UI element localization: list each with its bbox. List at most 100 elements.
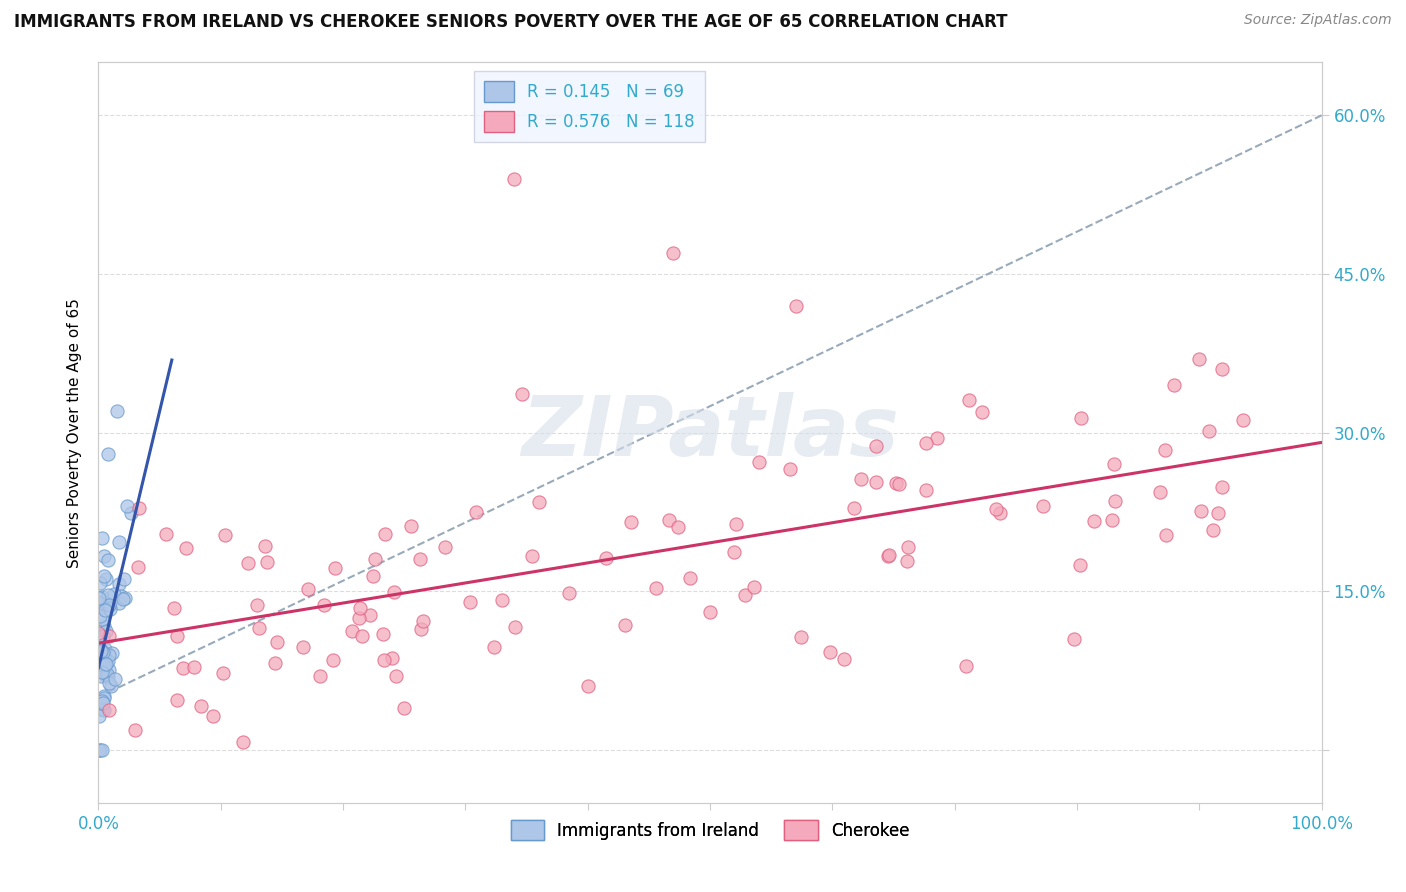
Point <box>371 627 394 641</box>
Point <box>87 639 110 653</box>
Point <box>91 645 114 659</box>
Point <box>373 653 395 667</box>
Point <box>89 743 111 757</box>
Point <box>482 640 505 654</box>
Point <box>361 569 384 583</box>
Point <box>1154 528 1177 542</box>
Point <box>97 629 120 643</box>
Point <box>166 692 188 706</box>
Point <box>832 652 855 666</box>
Point <box>1211 362 1233 376</box>
Y-axis label: Seniors Poverty Over the Age of 65: Seniors Poverty Over the Age of 65 <box>67 298 83 567</box>
Point <box>110 589 132 603</box>
Point <box>90 743 112 757</box>
Point <box>322 653 344 667</box>
Point <box>1083 514 1105 528</box>
Point <box>1211 480 1233 494</box>
Point <box>877 549 900 563</box>
Point <box>1202 523 1225 537</box>
Point <box>98 598 121 612</box>
Point <box>97 654 120 668</box>
Point <box>96 667 118 681</box>
Point <box>614 618 637 632</box>
Point <box>349 601 371 615</box>
Point <box>314 598 336 612</box>
Point <box>323 561 346 575</box>
Point <box>955 658 977 673</box>
Point <box>112 572 135 586</box>
Point <box>93 569 115 583</box>
Point <box>359 608 381 623</box>
Point <box>297 582 319 596</box>
Point <box>93 689 115 703</box>
Point <box>1063 632 1085 646</box>
Point <box>988 507 1011 521</box>
Point <box>124 723 146 737</box>
Point <box>90 702 112 716</box>
Point <box>503 171 526 186</box>
Point <box>98 703 121 717</box>
Point <box>1163 377 1185 392</box>
Point <box>724 516 747 531</box>
Point <box>957 392 980 407</box>
Point <box>87 624 110 638</box>
Point <box>89 641 111 656</box>
Point <box>172 661 194 675</box>
Point <box>190 699 212 714</box>
Point <box>409 551 432 566</box>
Point <box>645 581 668 595</box>
Point <box>91 658 114 673</box>
Text: Source: ZipAtlas.com: Source: ZipAtlas.com <box>1244 13 1392 28</box>
Point <box>662 245 685 260</box>
Point <box>107 596 129 610</box>
Point <box>790 630 813 644</box>
Point <box>309 669 332 683</box>
Point <box>91 694 114 708</box>
Point <box>529 495 551 509</box>
Point <box>115 499 138 513</box>
Point <box>266 635 288 649</box>
Point <box>458 594 481 608</box>
Point <box>97 675 120 690</box>
Point <box>434 540 457 554</box>
Point <box>347 611 370 625</box>
Point <box>887 477 910 491</box>
Point <box>214 528 236 542</box>
Point <box>94 657 117 671</box>
Text: ZIPatlas: ZIPatlas <box>522 392 898 473</box>
Point <box>90 665 112 680</box>
Point <box>381 650 404 665</box>
Point <box>100 680 122 694</box>
Point <box>723 545 745 559</box>
Point <box>385 668 408 682</box>
Point <box>163 600 186 615</box>
Point <box>1149 484 1171 499</box>
Point <box>412 614 434 628</box>
Point <box>392 700 416 714</box>
Point <box>94 624 117 639</box>
Point <box>176 541 198 556</box>
Point <box>915 483 938 498</box>
Point <box>94 595 117 609</box>
Point <box>896 554 918 568</box>
Point <box>897 540 920 554</box>
Point <box>97 670 120 684</box>
Point <box>87 591 110 605</box>
Point <box>101 646 124 660</box>
Point <box>87 709 110 723</box>
Point <box>401 518 423 533</box>
Point <box>1189 503 1212 517</box>
Point <box>105 404 128 418</box>
Point <box>127 559 149 574</box>
Point <box>246 599 269 613</box>
Point <box>972 405 994 419</box>
Point <box>94 642 117 657</box>
Point <box>374 527 396 541</box>
Point <box>91 590 114 604</box>
Point <box>97 447 120 461</box>
Point <box>91 629 114 643</box>
Point <box>734 588 756 602</box>
Point <box>1232 412 1254 426</box>
Point <box>865 439 887 453</box>
Point <box>877 548 900 562</box>
